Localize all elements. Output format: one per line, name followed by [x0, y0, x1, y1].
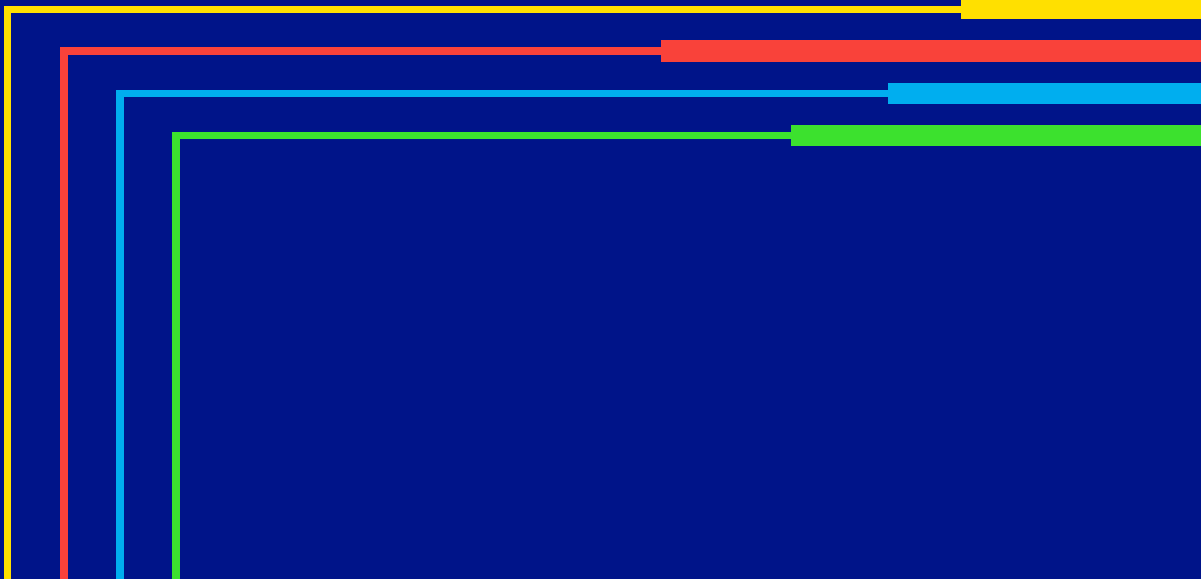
blue-line-vertical — [116, 90, 124, 579]
red-line-thick-bar — [661, 40, 1201, 62]
red-line-horizontal — [60, 47, 661, 55]
yellow-line-thick-bar — [961, 0, 1201, 19]
blue-line-thick-bar — [888, 83, 1201, 104]
green-line-vertical — [172, 132, 180, 579]
yellow-line-horizontal — [4, 6, 961, 13]
yellow-line-vertical — [4, 6, 11, 579]
green-line-horizontal — [172, 132, 791, 139]
green-line-thick-bar — [791, 125, 1201, 146]
red-line-vertical — [60, 47, 68, 579]
blue-line-horizontal — [116, 90, 888, 97]
